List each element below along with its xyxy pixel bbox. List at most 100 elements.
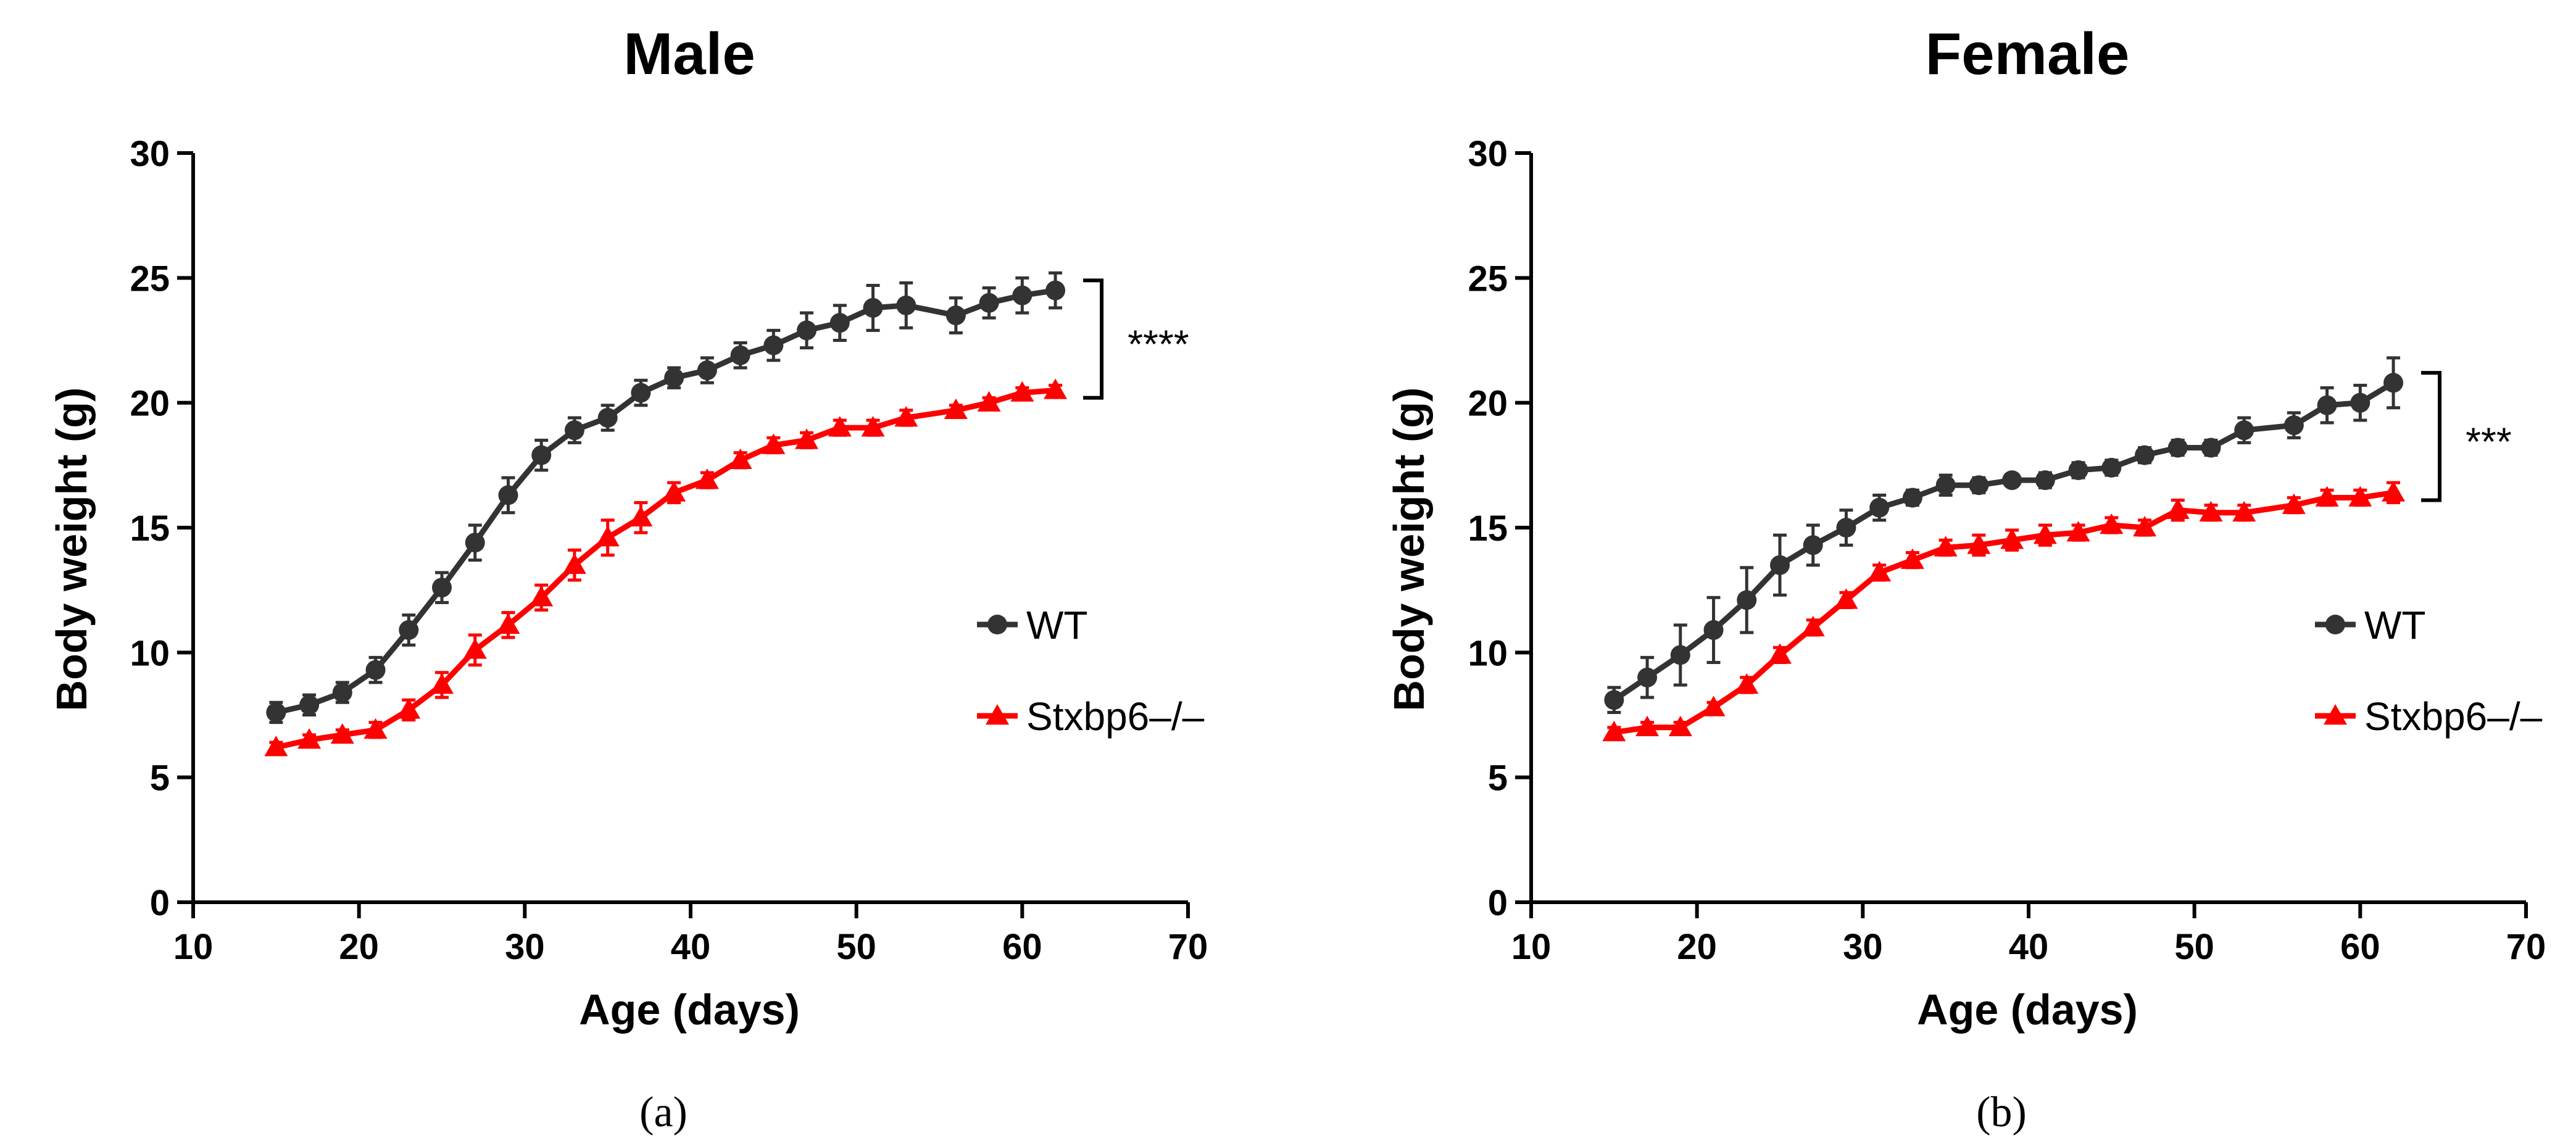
data-point <box>1900 548 1924 569</box>
data-point <box>2234 420 2254 441</box>
data-point <box>2282 493 2306 514</box>
data-point <box>1604 690 1624 710</box>
data-point <box>2101 457 2122 478</box>
data-point <box>894 405 918 427</box>
x-tick-label: 50 <box>836 927 876 967</box>
legend-marker <box>987 615 1007 634</box>
series-stxbp6-ko <box>1602 481 2406 742</box>
data-point <box>1010 381 1034 402</box>
legend-marker <box>2324 704 2347 725</box>
x-tick-label: 10 <box>173 927 214 967</box>
y-tick-label: 0 <box>1488 883 1508 923</box>
data-point <box>2317 395 2337 415</box>
y-tick-label: 5 <box>150 758 170 799</box>
data-point <box>299 695 320 715</box>
chart-panel-male: Male Body weight (g) Age (days) (a) 0 5 10… <box>48 21 1208 1136</box>
series-wt <box>266 271 1066 725</box>
data-point <box>1602 720 1626 742</box>
data-point <box>728 448 752 469</box>
x-tick-label: 40 <box>2009 927 2049 967</box>
y-tick-label: 15 <box>130 509 170 549</box>
x-tick-label: 20 <box>339 927 379 967</box>
x-axis-label: Age (days) <box>1917 986 2138 1034</box>
data-point <box>432 578 452 598</box>
data-point <box>762 433 786 454</box>
data-point <box>1668 715 1692 736</box>
x-tick-label: 10 <box>1511 927 1552 967</box>
data-point <box>1735 673 1759 694</box>
series-stxbp6-ko <box>264 378 1068 757</box>
x-tick-label: 70 <box>1168 927 1208 967</box>
data-point <box>1768 643 1792 664</box>
data-point <box>1670 645 1690 665</box>
data-point <box>397 698 421 719</box>
x-tick-label: 30 <box>505 927 545 967</box>
x-tick-label: 60 <box>2340 927 2380 967</box>
data-point <box>332 683 352 703</box>
data-point <box>2199 500 2223 521</box>
y-tick-label: 5 <box>1488 758 1508 799</box>
significance-bracket-line <box>2421 371 2442 502</box>
data-point <box>828 416 852 437</box>
data-point <box>399 620 419 640</box>
x-tick-label: 40 <box>671 927 711 967</box>
chart-title: Male <box>623 21 755 87</box>
data-point <box>979 293 999 313</box>
significance-label: **** <box>1128 322 1189 366</box>
x-tick-label: 50 <box>2174 927 2214 967</box>
data-point <box>977 391 1001 412</box>
data-point <box>2232 500 2256 521</box>
x-axis-label: Age (days) <box>579 986 800 1034</box>
series-line <box>275 387 1056 750</box>
legend-marker <box>2325 615 2345 634</box>
legend-label: WT <box>1026 603 1088 647</box>
x-tick-label: 30 <box>1843 927 1883 967</box>
data-point <box>430 673 454 694</box>
plot-area <box>264 271 1068 757</box>
significance-bracket-line <box>1083 278 1104 400</box>
data-point <box>564 420 584 441</box>
x-tick-label: 70 <box>2506 927 2546 967</box>
data-point <box>2133 516 2157 537</box>
data-point <box>1869 497 1890 518</box>
axes: 0 5 10 15 20 25 30 10 20 30 40 50 60 70 <box>1468 134 2546 967</box>
data-point <box>530 586 554 607</box>
legend: WT Stxbp6–/– <box>2315 603 2543 739</box>
data-point <box>364 718 388 739</box>
data-point <box>562 553 586 574</box>
y-tick-label: 15 <box>1468 509 1508 549</box>
data-point <box>896 295 916 315</box>
x-tick-label: 20 <box>1677 927 1717 967</box>
data-point <box>531 445 552 465</box>
data-point <box>795 428 819 449</box>
data-point <box>631 383 651 403</box>
data-point <box>266 702 286 723</box>
y-axis-label: Body weight (g) <box>1385 388 1433 712</box>
y-tick-label: 25 <box>1468 259 1508 299</box>
data-point <box>330 723 354 744</box>
data-point <box>2000 528 2024 549</box>
legend-label: Stxbp6–/– <box>2364 694 2543 739</box>
legend-label: WT <box>2364 603 2426 647</box>
data-point <box>2348 486 2372 507</box>
data-point <box>2201 438 2221 458</box>
data-point <box>797 320 817 341</box>
chart-title: Female <box>1926 21 2130 87</box>
panel-label: (b) <box>1976 1089 2027 1136</box>
data-point <box>2315 486 2339 507</box>
data-point <box>1868 560 1892 582</box>
y-tick-label: 10 <box>1468 633 1508 673</box>
data-point <box>763 335 784 355</box>
data-point <box>2166 498 2190 519</box>
significance-bracket: **** <box>1083 278 1189 400</box>
data-point <box>2135 445 2155 465</box>
data-point <box>1934 536 1958 557</box>
data-point <box>1834 588 1858 609</box>
data-point <box>596 526 620 547</box>
legend-marker <box>986 704 1009 725</box>
legend: WT Stxbp6–/– <box>977 603 1205 739</box>
data-point <box>2002 470 2022 491</box>
data-point <box>697 360 717 381</box>
data-point <box>2066 521 2090 542</box>
